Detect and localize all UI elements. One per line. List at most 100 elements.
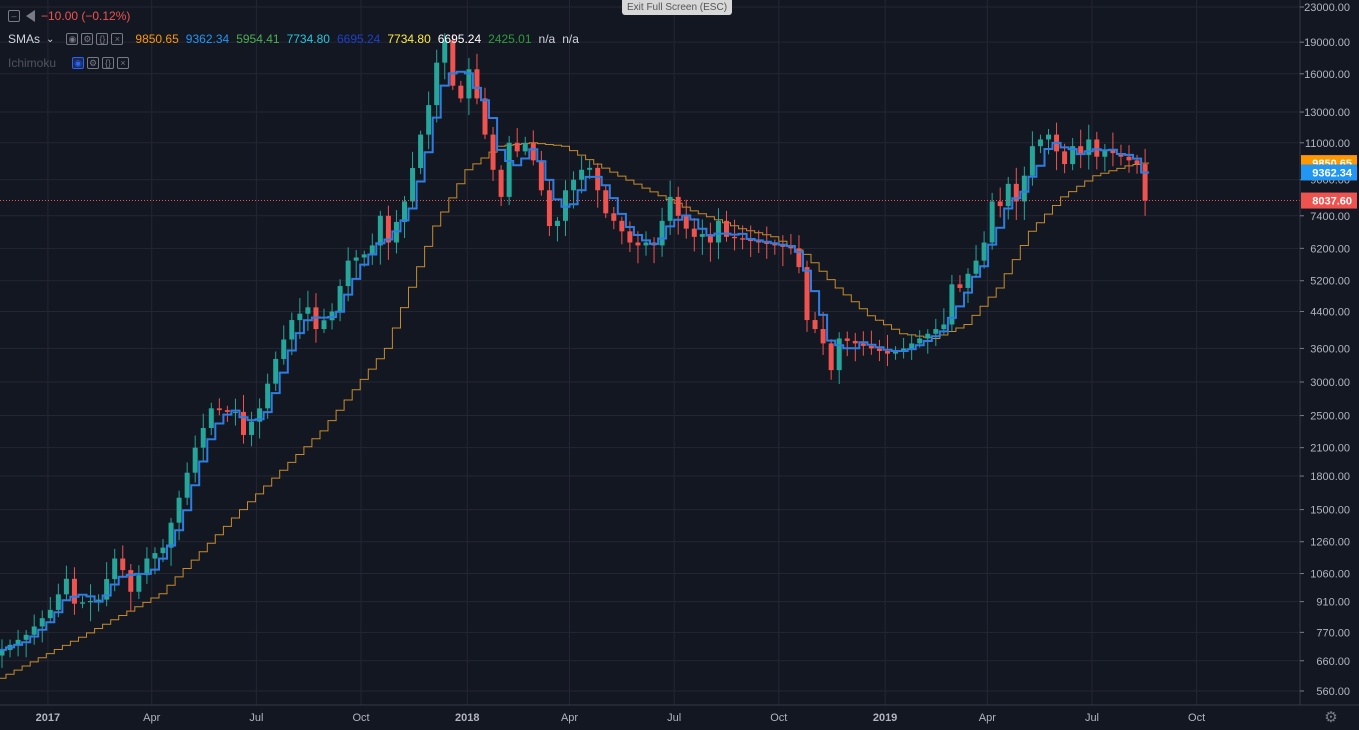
sma-value-7: 2425.01 [488, 32, 532, 46]
candle-body [0, 649, 5, 656]
eye-icon[interactable]: ◉ [66, 33, 79, 45]
candle-body [410, 168, 416, 202]
candle-34 [273, 351, 279, 391]
candle-body [23, 634, 29, 640]
y-tick-label-2: 16000.00 [1304, 69, 1350, 81]
price-badge-bg [1301, 192, 1357, 209]
y-tick-label-15: 1500.00 [1310, 505, 1350, 517]
source-code-icon[interactable]: {} [102, 57, 115, 69]
candle-132 [1062, 143, 1068, 174]
candle-body [353, 257, 359, 261]
candle-58 [466, 58, 472, 116]
candlestick-series [0, 33, 1148, 668]
exit-fullscreen-button[interactable]: Exit Full Screen (ESC) [622, 0, 733, 15]
candle-17 [136, 565, 142, 600]
candle-130 [1046, 129, 1051, 155]
gear-icon[interactable]: ⚙ [1324, 709, 1338, 726]
candle-77 [619, 216, 625, 245]
candle-123 [989, 192, 995, 250]
candle-body [385, 215, 391, 243]
candle-126 [1013, 167, 1019, 220]
sma-indicator-name[interactable]: SMAs [8, 32, 41, 46]
candle-107 [860, 331, 866, 356]
y-tick-label-19: 770.00 [1316, 627, 1350, 639]
candle-119 [957, 275, 963, 293]
candle-body [812, 320, 818, 330]
candle-body [901, 348, 907, 352]
candle-body [844, 338, 850, 341]
close-icon[interactable]: × [117, 57, 130, 69]
price-badge-label: 8037.60 [1312, 196, 1352, 208]
candle-body [997, 201, 1003, 207]
candle-body [88, 600, 94, 603]
candle-body [281, 339, 287, 359]
candle-body [571, 179, 577, 191]
candle-35 [281, 325, 287, 365]
candle-87 [699, 219, 705, 255]
candle-body [820, 329, 826, 344]
y-tick-label-10: 3600.00 [1310, 343, 1350, 355]
candle-body [1102, 149, 1108, 157]
chevron-down-icon[interactable]: ⌄ [46, 33, 55, 45]
sma-value-4: 6695.24 [336, 32, 381, 46]
settings-icon[interactable]: ⚙ [87, 57, 100, 69]
candle-106 [852, 332, 858, 362]
close-icon[interactable]: × [111, 33, 124, 45]
candle-body [377, 215, 383, 246]
candle-69 [554, 217, 560, 242]
candle-body [184, 472, 190, 498]
candle-body [933, 329, 939, 334]
eye-off-icon[interactable]: ◉ [72, 57, 85, 69]
y-tick-label-8: 5200.00 [1310, 276, 1350, 288]
candle-body [973, 260, 979, 274]
sma-fast-line [0, 70, 1150, 651]
ichimoku-indicator-name[interactable]: Ichimoku [8, 56, 57, 70]
settings-icon[interactable]: ⚙ [81, 33, 94, 45]
time-axis-bg [0, 705, 1300, 730]
candle-body [1078, 146, 1084, 155]
candle-29 [232, 398, 238, 426]
candle-63 [506, 135, 512, 206]
legend-header: – −10.00 (−0.12%) [8, 9, 130, 23]
candle-body [804, 267, 810, 321]
candle-body [868, 345, 874, 349]
candle-97 [780, 235, 786, 267]
candle-body [917, 338, 923, 344]
flag-icon[interactable] [26, 10, 35, 22]
candle-60 [482, 87, 488, 140]
candle-body [538, 160, 544, 191]
candle-body [224, 410, 230, 412]
candle-body [490, 134, 496, 170]
x-tick-label-3: Oct [352, 712, 369, 724]
candle-101 [812, 311, 818, 334]
candle-40 [321, 308, 327, 334]
candle-body [442, 40, 448, 63]
candle-body [563, 190, 568, 221]
candle-66 [530, 130, 536, 166]
candle-body [458, 85, 464, 99]
candle-body [876, 348, 882, 352]
candle-body [1126, 156, 1132, 161]
sma-value-2: 5954.41 [236, 32, 280, 46]
candle-body [1070, 146, 1076, 165]
candle-body [780, 245, 786, 247]
candle-90 [724, 210, 729, 242]
candle-24 [192, 435, 198, 483]
candle-body [957, 284, 963, 288]
candle-body [273, 358, 279, 384]
x-tick-label-7: Oct [770, 712, 787, 724]
candle-body [893, 351, 899, 354]
candle-body [691, 228, 697, 237]
time-axis: 2017 Apr Jul Oct 2018 Apr Jul Oct 2019 Apr Jul Oct [36, 712, 1206, 724]
y-tick-label-1: 19000.00 [1304, 37, 1350, 49]
ichimoku-legend: Ichimoku ◉ ⚙ {} × [8, 56, 130, 70]
price-badge-bg [1301, 164, 1357, 181]
candle-6 [47, 596, 53, 624]
candle-body [627, 231, 633, 243]
collapse-icon[interactable]: – [8, 10, 20, 22]
candle-body [659, 220, 665, 246]
source-code-icon[interactable]: {} [96, 33, 109, 45]
candle-body [836, 338, 842, 371]
